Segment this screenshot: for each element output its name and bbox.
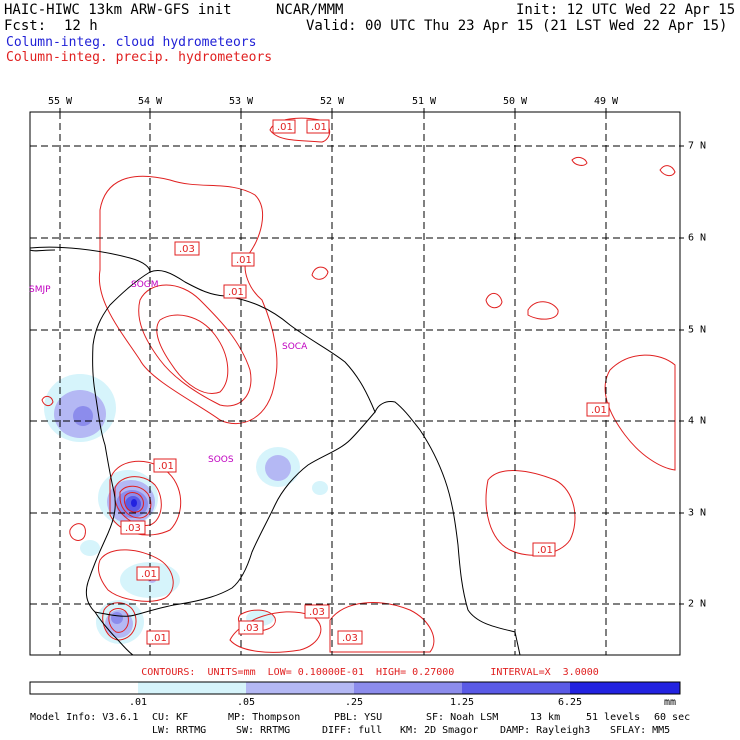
station-smjp: SMJP [29, 285, 51, 295]
lon-label-50w: 50 W [502, 96, 528, 107]
footer-km: KM: 2D Smagor [400, 725, 479, 736]
colorbar-label: .25 [344, 697, 364, 708]
init-time: Init: 12 UTC Wed 22 Apr 15 [516, 2, 736, 18]
footer-resolution: 13 km [530, 712, 561, 723]
lat-label-6n: 6 N [688, 232, 707, 244]
lat-label-5n: 5 N [688, 324, 707, 336]
svg-text:.01: .01 [158, 461, 174, 472]
svg-text:.01: .01 [151, 633, 167, 644]
colorbar-label: .01 [128, 697, 148, 708]
footer-levels: 51 levels [586, 712, 641, 723]
org-label: NCAR/MMM [276, 2, 344, 18]
colorbar-unit: mm [663, 697, 677, 708]
contour-label: .03 [174, 241, 200, 256]
contour-label: .03 [120, 520, 146, 535]
lat-lon-grid [30, 112, 680, 655]
footer-mp: MP: Thompson [228, 712, 301, 723]
colorbar [29, 681, 681, 695]
svg-text:.03: .03 [342, 633, 358, 644]
precip-field-title: Column-integ. precip. hydrometeors [6, 50, 273, 65]
station-sogm: SOGM [131, 280, 159, 290]
lon-label-52w: 52 W [319, 96, 345, 107]
contours-info: CONTOURS: UNITS=mm LOW= 0.10000E-01 HIGH… [141, 667, 599, 678]
lat-label-7n: 7 N [688, 140, 707, 152]
map-frame [29, 111, 681, 656]
precip-contours [41, 117, 676, 653]
model-title: HAIC-HIWC 13km ARW-GFS init [4, 2, 232, 18]
contour-label: .01 [231, 252, 255, 267]
cloud-field-title: Column-integ. cloud hydrometeors [6, 35, 257, 50]
contour-label: .01 [153, 458, 177, 473]
footer-sflay: SFLAY: MM5 [610, 725, 671, 736]
fcst-label: Fcst: [4, 18, 47, 34]
lon-label-51w: 51 W [411, 96, 437, 107]
footer-sw: SW: RRTMG [236, 725, 291, 736]
lon-label-55w: 55 W [47, 96, 73, 107]
contour-label: .01 [136, 566, 160, 581]
svg-text:.01: .01 [591, 405, 607, 416]
footer-timestep: 60 sec [654, 712, 691, 723]
contour-label: .01 [586, 402, 610, 417]
svg-text:.01: .01 [277, 122, 293, 133]
lon-label-49w: 49 W [593, 96, 619, 107]
contour-label: .01 [146, 630, 170, 645]
svg-text:.01: .01 [311, 122, 327, 133]
contour-label: .03 [337, 630, 363, 645]
contour-label: .01 [272, 119, 296, 134]
footer-sf: SF: Noah LSM [426, 712, 499, 723]
svg-text:.01: .01 [141, 569, 157, 580]
lon-label-53w: 53 W [228, 96, 254, 107]
contour-label: .01 [306, 119, 330, 134]
svg-text:.01: .01 [236, 255, 252, 266]
contour-label: .03 [304, 604, 330, 619]
contour-label: .01 [223, 284, 247, 299]
footer-pbl: PBL: YSU [334, 712, 383, 723]
lat-label-3n: 3 N [688, 507, 707, 519]
contour-label: .03 [238, 620, 264, 635]
footer-model-info: Model Info: V3.6.1 [30, 712, 139, 723]
svg-text:.03: .03 [125, 523, 141, 534]
colorbar-label: .05 [236, 697, 256, 708]
svg-text:.01: .01 [228, 287, 244, 298]
contour-label: .01 [532, 542, 556, 557]
footer-cu: CU: KF [152, 712, 189, 723]
fcst-value: 12 h [64, 18, 98, 34]
valid-time: Valid: 00 UTC Thu 23 Apr 15 (21 LST Wed … [306, 18, 728, 34]
colorbar-label: 6.25 [557, 697, 583, 708]
lat-label-4n: 4 N [688, 415, 707, 427]
footer-lw: LW: RRTMG [152, 725, 207, 736]
svg-text:.01: .01 [537, 545, 553, 556]
svg-text:.03: .03 [243, 623, 259, 634]
svg-text:.03: .03 [309, 607, 325, 618]
axis-ticks [59, 108, 684, 605]
svg-text:.03: .03 [179, 244, 195, 255]
station-soca: SOCA [282, 342, 308, 352]
lon-label-54w: 54 W [137, 96, 163, 107]
footer-damp: DAMP: Rayleigh3 [500, 725, 591, 736]
colorbar-label: 1.25 [449, 697, 475, 708]
lat-label-2n: 2 N [688, 598, 707, 610]
station-soos: SOOS [208, 455, 234, 465]
footer-diff: DIFF: full [322, 725, 383, 736]
